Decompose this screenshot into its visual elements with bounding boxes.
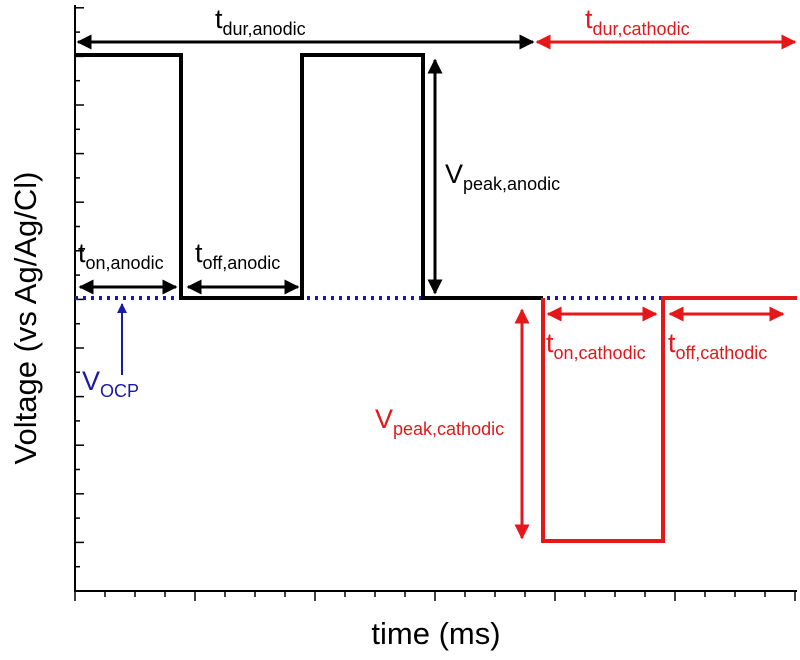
label-main: t [195, 238, 203, 268]
cathodic-waveform [541, 296, 797, 543]
label-main: t [585, 4, 593, 34]
label-main: V [445, 159, 463, 189]
label: VOCP [82, 366, 139, 401]
label: ton,anodic [78, 238, 164, 273]
label: Vpeak,cathodic [375, 404, 504, 439]
label-sub: dur,cathodic [593, 19, 690, 39]
label-main: V [375, 404, 393, 434]
label-sub: on,cathodic [554, 343, 646, 363]
label: tdur,anodic [215, 4, 306, 39]
label-sub: OCP [100, 381, 139, 401]
label-sub: peak,anodic [463, 174, 560, 194]
label: ton,cathodic [546, 328, 646, 363]
label-main: t [546, 328, 554, 358]
y-axis-label: Voltage (vs Ag/Ag/Cl) [8, 172, 43, 465]
label: toff,cathodic [668, 328, 767, 363]
label-main: V [82, 366, 100, 396]
label-sub: on,anodic [86, 253, 164, 273]
label-sub: dur,anodic [223, 19, 306, 39]
label-sub: off,anodic [203, 253, 281, 273]
label-main: t [668, 328, 676, 358]
label-main: t [78, 238, 86, 268]
label-sub: off,cathodic [676, 343, 768, 363]
label: tdur,cathodic [585, 4, 690, 39]
label: toff,anodic [195, 238, 280, 273]
x-axis-label: time (ms) [371, 616, 500, 651]
label: Vpeak,anodic [445, 159, 560, 194]
label-main: t [215, 4, 223, 34]
anodic-waveform [75, 53, 543, 300]
label-sub: peak,cathodic [393, 419, 504, 439]
